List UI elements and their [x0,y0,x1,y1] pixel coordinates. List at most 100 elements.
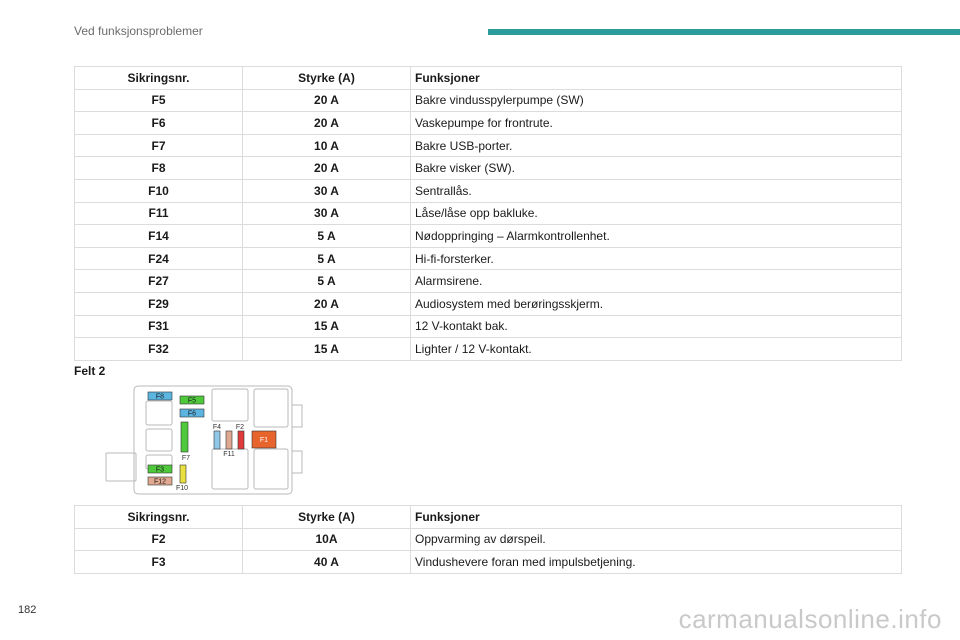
fuse-function: 12 V-kontakt bak. [410,314,902,338]
fuse-number: F29 [74,291,243,316]
table-row: F32 15 A Lighter / 12 V-kontakt. [74,337,902,361]
side-connector-right-top [291,404,303,428]
relay-slot [145,428,173,452]
fuse-f7 [180,421,189,453]
relay-slot [253,388,289,428]
fuse-number: F11 [74,201,243,225]
table-header-row: Sikringsnr. Styrke (A) Funksjoner [74,505,902,529]
table-row: F2 10A Oppvarming av dørspeil. [74,527,902,551]
fuse-function: Audiosystem med berøringsskjerm. [410,291,902,316]
fuse-function: Bakre USB-porter. [410,133,902,157]
fuse-f3 [147,464,173,474]
table-row: F8 20 A Bakre visker (SW). [74,156,902,180]
header-accent-bar [488,29,960,35]
table-row: F7 10 A Bakre USB-porter. [74,133,902,157]
fuse-function: Vaskepumpe for frontrute. [410,111,902,135]
fuse-function: Alarmsirene. [410,269,902,293]
fuse-rating: 20 A [242,156,411,180]
fuse-function: Lighter / 12 V-kontakt. [410,337,902,361]
fuse-f5 [179,395,205,405]
column-header-functions: Funksjoner [410,505,902,529]
fuse-f2 [237,430,245,450]
table-row: F27 5 A Alarmsirene. [74,269,902,293]
fuse-function: Bakre vindusspylerpumpe (SW) [410,88,902,112]
fuse-number: F24 [74,246,243,270]
fuse-f2-label: F2 [236,424,244,431]
fuse-f11-label: F11 [223,451,235,458]
table-row: F6 20 A Vaskepumpe for frontrute. [74,111,902,135]
fuse-number: F10 [74,178,243,203]
fuse-f1 [251,430,277,449]
fuse-number: F8 [74,156,243,180]
fuse-rating: 5 A [242,224,411,248]
fuse-number: F5 [74,88,243,112]
fuse-function: Låse/låse opp bakluke. [410,201,902,225]
fuse-box-outline [133,385,293,495]
fuse-f7-label: F7 [182,455,190,462]
fuse-f1-label: F1 [260,437,268,444]
fuse-f10-label: F10 [176,485,188,492]
fuse-rating: 30 A [242,178,411,203]
fuse-function: Bakre visker (SW). [410,156,902,180]
fuse-number: F31 [74,314,243,338]
fuse-f8 [147,391,173,401]
watermark: carmanualsonline.info [678,604,942,634]
fuse-rating: 20 A [242,111,411,135]
column-header-functions: Funksjoner [410,66,902,90]
fuse-f4 [213,430,221,450]
fuse-rating: 5 A [242,246,411,270]
fuse-number: F32 [74,337,243,361]
column-header-rating: Styrke (A) [242,66,411,90]
fuse-rating: 20 A [242,291,411,316]
fuse-table-2: Sikringsnr. Styrke (A) Funksjoner F2 10A O… [74,505,902,574]
table-row: F3 40 A Vindushevere foran med impulsbetje… [74,550,902,574]
fuse-box-diagram: F8 F5 F6 F7 F4 F2 F11 F1 F3 F12 F10 [105,385,303,495]
fuse-f12 [147,476,173,486]
relay-slot [211,388,249,422]
column-header-rating: Styrke (A) [242,505,411,529]
fuse-rating: 10 A [242,133,411,157]
fuse-f2a [225,430,233,450]
fuse-rating: 40 A [242,550,411,574]
fuse-number: F7 [74,133,243,157]
side-connector-left [105,452,137,482]
column-header-fuse-no: Sikringsnr. [74,66,243,90]
table-row: F24 5 A Hi-fi-forsterker. [74,246,902,270]
panel-label: Felt 2 [74,364,106,378]
fuse-f8-label: F8 [156,394,164,401]
fuse-function: Sentrallås. [410,178,902,203]
fuse-function: Vindushevere foran med impulsbetjening. [410,550,902,574]
fuse-rating: 20 A [242,88,411,112]
fuse-rating: 15 A [242,337,411,361]
fuse-f6 [179,408,205,418]
fuse-function: Hi-fi-forsterker. [410,246,902,270]
fuse-rating: 5 A [242,269,411,293]
table-row: F11 30 A Låse/låse opp bakluke. [74,201,902,225]
fuse-number: F6 [74,111,243,135]
fuse-f4-label: F4 [213,424,221,431]
fuse-f12-label: F12 [154,479,166,486]
fuse-table-1: Sikringsnr. Styrke (A) Funksjoner F5 20 A… [74,66,902,361]
fuse-f5-label: F5 [188,398,196,405]
fuse-number: F27 [74,269,243,293]
fuse-number: F14 [74,224,243,248]
section-title: Ved funksjonsproblemer [74,24,203,38]
relay-slot [145,400,173,426]
fuse-rating: 30 A [242,201,411,225]
fuse-number: F3 [74,550,243,574]
fuse-number: F2 [74,527,243,551]
fuse-f6-label: F6 [188,411,196,418]
fuse-function: Nødoppringing – Alarmkontrollenhet. [410,224,902,248]
table-header-row: Sikringsnr. Styrke (A) Funksjoner [74,66,902,90]
table-row: F29 20 A Audiosystem med berøringsskjerm. [74,291,902,316]
column-header-fuse-no: Sikringsnr. [74,505,243,529]
fuse-f3-label: F3 [156,467,164,474]
fuse-f10 [179,464,187,484]
fuse-rating: 15 A [242,314,411,338]
table-row: F14 5 A Nødoppringing – Alarmkontrollenhet… [74,224,902,248]
relay-slot [253,448,289,490]
table-row: F5 20 A Bakre vindusspylerpumpe (SW) [74,88,902,112]
page-number: 182 [18,604,37,616]
fuse-function: Oppvarming av dørspeil. [410,527,902,551]
table-row: F31 15 A 12 V-kontakt bak. [74,314,902,338]
